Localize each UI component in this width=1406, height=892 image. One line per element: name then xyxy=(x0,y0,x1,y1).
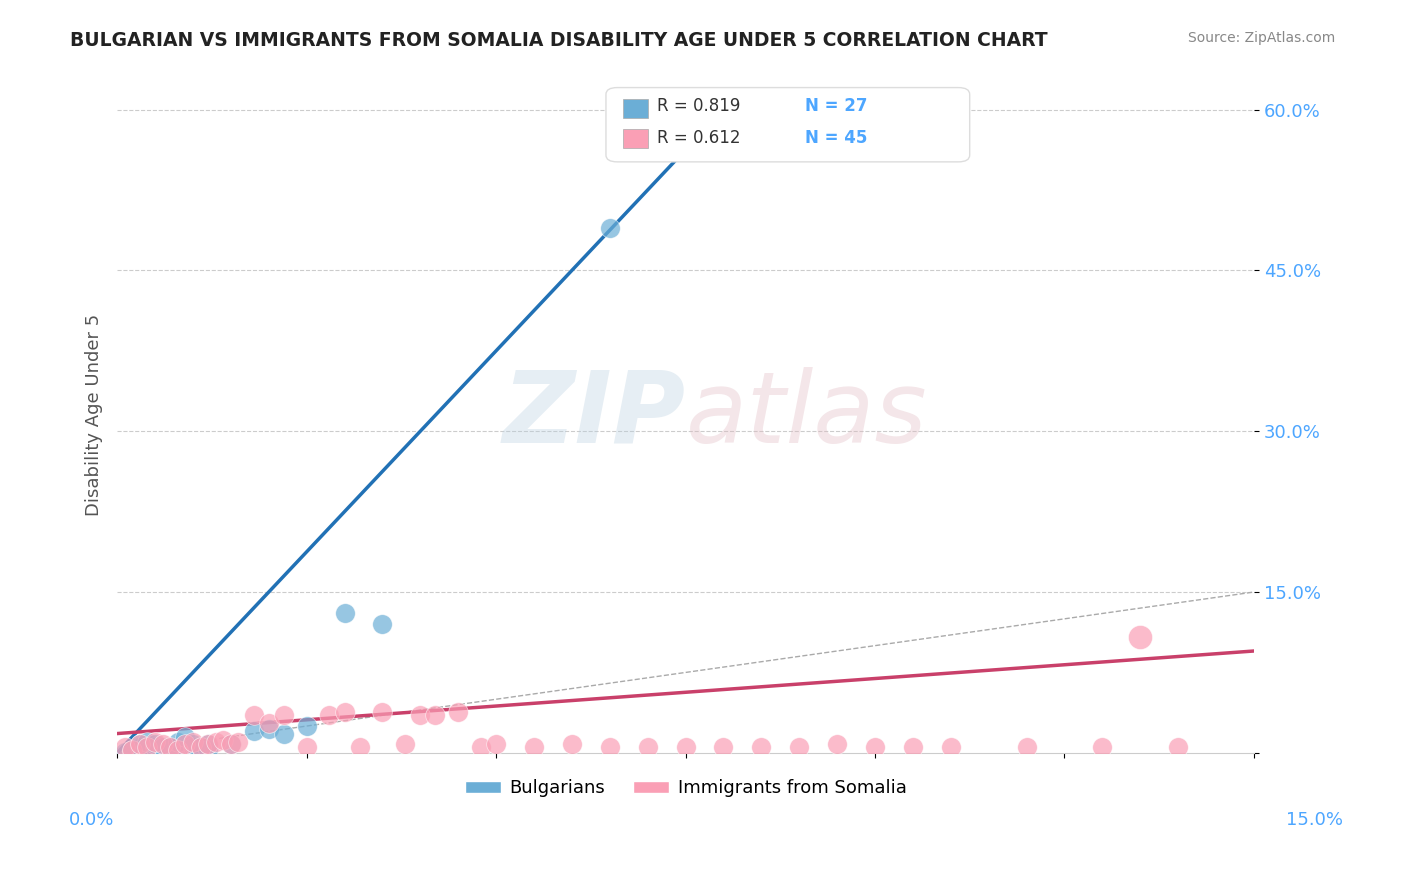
Point xyxy=(637,740,659,755)
Point xyxy=(242,708,264,723)
Text: 15.0%: 15.0% xyxy=(1286,811,1343,829)
Point xyxy=(219,737,242,751)
Point xyxy=(273,708,295,723)
Point xyxy=(523,740,546,755)
Point xyxy=(257,715,280,730)
Point xyxy=(166,735,188,749)
Point xyxy=(166,742,188,756)
Point xyxy=(136,744,159,758)
Point xyxy=(212,733,235,747)
Point xyxy=(318,708,340,723)
Point xyxy=(136,735,159,749)
Point xyxy=(371,617,394,632)
Point xyxy=(174,730,197,744)
Text: BULGARIAN VS IMMIGRANTS FROM SOMALIA DISABILITY AGE UNDER 5 CORRELATION CHART: BULGARIAN VS IMMIGRANTS FROM SOMALIA DIS… xyxy=(70,31,1047,50)
Text: ZIP: ZIP xyxy=(502,367,686,464)
Point xyxy=(295,740,318,755)
Y-axis label: Disability Age Under 5: Disability Age Under 5 xyxy=(86,314,103,516)
Point xyxy=(295,719,318,733)
Point xyxy=(470,740,492,755)
FancyBboxPatch shape xyxy=(606,87,970,161)
Point xyxy=(121,742,143,756)
Point xyxy=(901,740,924,755)
Point xyxy=(273,726,295,740)
Point xyxy=(129,737,152,751)
Point xyxy=(787,740,810,755)
Text: 0.0%: 0.0% xyxy=(69,811,114,829)
Point xyxy=(675,740,697,755)
Point xyxy=(825,737,848,751)
Point xyxy=(121,744,143,758)
Point xyxy=(136,740,159,755)
Point xyxy=(197,742,219,756)
Text: N = 45: N = 45 xyxy=(804,129,868,147)
Point xyxy=(1167,740,1189,755)
Point xyxy=(219,737,242,751)
Point xyxy=(181,735,204,749)
Point xyxy=(228,735,250,749)
Point xyxy=(166,742,188,756)
Text: Source: ZipAtlas.com: Source: ZipAtlas.com xyxy=(1188,31,1336,45)
Point xyxy=(190,740,212,755)
Point xyxy=(1129,630,1152,644)
Legend: Bulgarians, Immigrants from Somalia: Bulgarians, Immigrants from Somalia xyxy=(457,772,914,805)
Point xyxy=(143,735,166,749)
FancyBboxPatch shape xyxy=(623,99,648,118)
Point xyxy=(425,708,447,723)
Point xyxy=(197,737,219,751)
Text: R = 0.612: R = 0.612 xyxy=(657,129,741,147)
Point xyxy=(143,737,166,751)
Point xyxy=(197,737,219,751)
Point xyxy=(749,740,772,755)
FancyBboxPatch shape xyxy=(623,129,648,148)
Point xyxy=(181,740,204,755)
Text: atlas: atlas xyxy=(686,367,927,464)
Point xyxy=(114,745,136,759)
Point xyxy=(371,705,394,719)
Point xyxy=(174,737,197,751)
Point xyxy=(121,742,143,756)
Point xyxy=(599,740,621,755)
Point xyxy=(713,740,735,755)
Point xyxy=(204,735,226,749)
Point xyxy=(129,737,152,751)
Point xyxy=(863,740,886,755)
Point xyxy=(242,724,264,739)
Point xyxy=(1091,740,1114,755)
Point xyxy=(599,220,621,235)
Point xyxy=(485,737,508,751)
Point xyxy=(409,708,432,723)
Point xyxy=(159,740,181,755)
Text: N = 27: N = 27 xyxy=(804,97,868,115)
Point xyxy=(143,740,166,755)
Point xyxy=(1015,740,1038,755)
Point xyxy=(159,740,181,755)
Point xyxy=(394,737,416,751)
Point xyxy=(181,737,204,751)
Point xyxy=(114,740,136,755)
Point xyxy=(152,737,174,751)
Point xyxy=(939,740,962,755)
Text: R = 0.819: R = 0.819 xyxy=(657,97,741,115)
Point xyxy=(447,705,470,719)
Point xyxy=(257,723,280,737)
Point xyxy=(152,740,174,755)
Point xyxy=(333,705,356,719)
Point xyxy=(333,607,356,621)
Point xyxy=(190,740,212,755)
Point xyxy=(129,740,152,755)
Point xyxy=(561,737,583,751)
Point xyxy=(349,740,371,755)
